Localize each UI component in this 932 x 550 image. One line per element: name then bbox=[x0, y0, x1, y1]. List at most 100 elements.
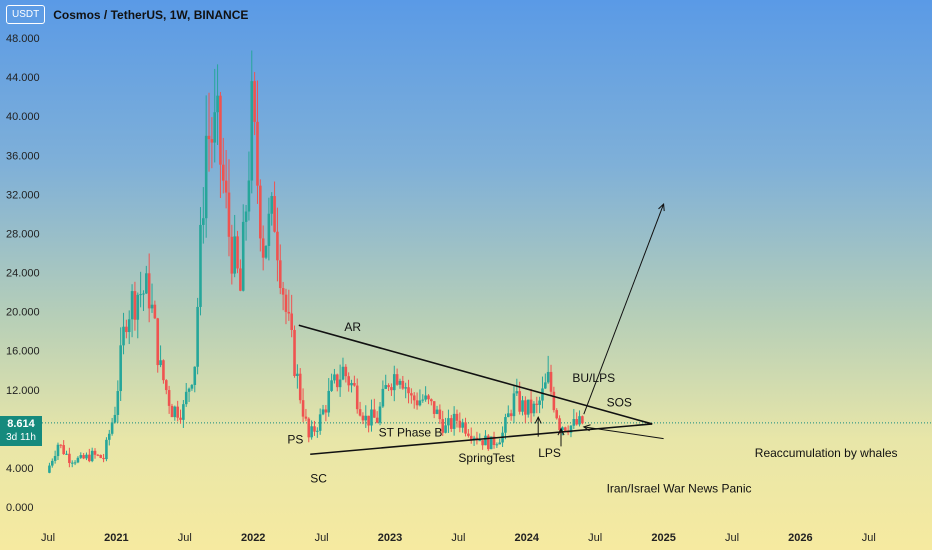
candle-body bbox=[347, 376, 350, 386]
candle-body bbox=[276, 231, 279, 261]
candle-body bbox=[524, 400, 527, 415]
candle-body bbox=[159, 360, 162, 366]
candle-body bbox=[563, 427, 567, 431]
candle-body bbox=[90, 450, 94, 462]
candle-body bbox=[53, 456, 57, 461]
candle-body bbox=[244, 211, 248, 222]
candle-body bbox=[373, 409, 376, 418]
candle-body bbox=[145, 273, 148, 294]
candle-body bbox=[321, 409, 325, 415]
candle-body bbox=[327, 390, 331, 413]
candle-body bbox=[59, 444, 63, 446]
candle-body bbox=[355, 385, 359, 410]
candle-body bbox=[136, 294, 140, 320]
candle-body bbox=[333, 374, 336, 381]
candle-body bbox=[364, 415, 368, 421]
candle-body bbox=[515, 391, 519, 394]
candle-body bbox=[578, 416, 581, 425]
annotation-label: ST Phase B bbox=[379, 426, 443, 440]
candle-body bbox=[375, 417, 379, 423]
candle-body bbox=[390, 387, 393, 391]
candle-body bbox=[301, 400, 305, 417]
candle-body bbox=[435, 409, 439, 414]
candle-body bbox=[367, 415, 370, 426]
x-tick-label: Jul bbox=[451, 532, 465, 544]
candle-body bbox=[196, 306, 199, 367]
candle-body bbox=[204, 135, 208, 219]
candle-body bbox=[561, 427, 564, 431]
candle-body bbox=[341, 366, 345, 380]
annotation-label: LPS bbox=[538, 446, 561, 460]
candle-body bbox=[313, 426, 316, 432]
annotation-label: SOS bbox=[607, 395, 632, 409]
candle-body bbox=[193, 366, 197, 385]
candle-body bbox=[107, 433, 111, 440]
candle-body bbox=[127, 319, 131, 333]
arrows bbox=[534, 203, 665, 447]
candle-body bbox=[552, 391, 556, 411]
candle-body bbox=[481, 440, 484, 446]
candle-body bbox=[544, 382, 547, 389]
candle-body bbox=[464, 422, 467, 434]
candle-body bbox=[418, 400, 422, 406]
candle-body bbox=[88, 454, 91, 462]
candle-body bbox=[261, 238, 265, 258]
x-tick-label: 2025 bbox=[651, 532, 675, 544]
candle-body bbox=[68, 453, 71, 463]
candle-body bbox=[190, 384, 194, 389]
currency-badge[interactable]: USDT bbox=[6, 5, 46, 24]
annotation-label: Spring bbox=[458, 451, 493, 465]
candle-body bbox=[555, 410, 559, 419]
candle-body bbox=[173, 406, 177, 418]
candle-body bbox=[324, 409, 328, 413]
trendline-upper bbox=[298, 324, 653, 425]
last-price-badge: 8.614 3d 11h bbox=[0, 416, 42, 446]
candle-body bbox=[452, 413, 456, 429]
candle-body bbox=[85, 454, 88, 459]
candle-body bbox=[250, 81, 254, 181]
candle-body bbox=[424, 395, 427, 400]
candle-body bbox=[153, 304, 157, 319]
candle-body bbox=[113, 414, 117, 423]
candle-body bbox=[512, 393, 516, 417]
y-tick-label: 28.000 bbox=[6, 228, 40, 240]
last-price-value: 8.614 bbox=[7, 418, 35, 430]
candle-body bbox=[147, 273, 151, 309]
annotation-label: PS bbox=[287, 432, 303, 446]
candle-body bbox=[458, 420, 462, 428]
candle-body bbox=[541, 388, 544, 401]
candle-body bbox=[230, 236, 234, 274]
candle-body bbox=[122, 326, 125, 346]
y-tick-label: 36.000 bbox=[6, 150, 40, 162]
candle-body bbox=[239, 268, 242, 291]
candle-body bbox=[404, 387, 407, 389]
candle-body bbox=[216, 95, 219, 113]
candle-body bbox=[526, 399, 530, 415]
candle-body bbox=[184, 391, 188, 405]
arrow-shaft bbox=[583, 203, 665, 415]
candle-body bbox=[267, 213, 271, 246]
candle-body bbox=[395, 374, 399, 385]
candle-body bbox=[521, 400, 524, 412]
arrow-head bbox=[534, 415, 542, 424]
y-tick-label: 0.000 bbox=[6, 502, 34, 514]
candle-body bbox=[76, 457, 80, 463]
candle-body bbox=[65, 453, 68, 455]
candle-body bbox=[572, 419, 576, 426]
candle-body bbox=[498, 442, 502, 445]
candle-body bbox=[125, 326, 128, 333]
candle-body bbox=[182, 404, 185, 420]
candle-body bbox=[102, 457, 105, 460]
candle-body bbox=[227, 192, 231, 237]
candle-body bbox=[110, 422, 114, 434]
candle-body bbox=[441, 419, 445, 433]
candle-body bbox=[353, 382, 356, 386]
candle-body bbox=[469, 435, 473, 440]
candle-body bbox=[56, 444, 60, 457]
candle-body bbox=[350, 382, 353, 386]
candle-body bbox=[495, 444, 499, 446]
candle-body bbox=[164, 380, 168, 391]
x-tick-label: 2022 bbox=[241, 532, 265, 544]
